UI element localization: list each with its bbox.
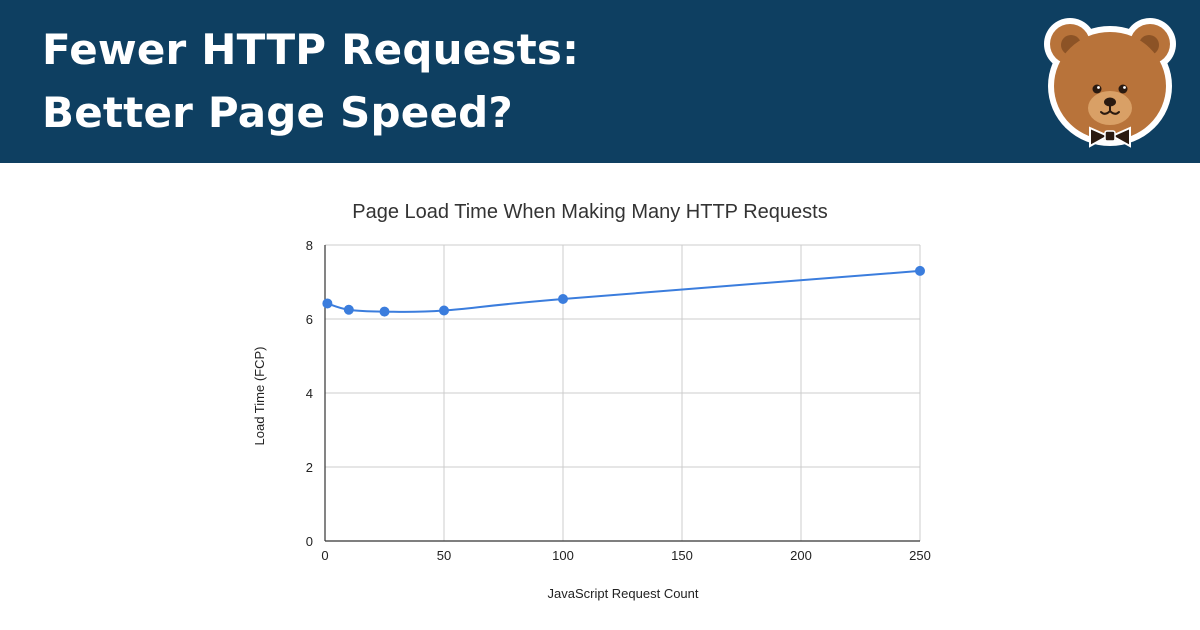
data-point bbox=[322, 298, 333, 309]
title-line-1: Fewer HTTP Requests: bbox=[42, 25, 580, 74]
y-tick-label: 4 bbox=[306, 386, 313, 401]
data-point bbox=[343, 304, 354, 315]
x-axis: 0 50 100 150 200 250 bbox=[321, 540, 931, 563]
y-tick-label: 0 bbox=[306, 534, 313, 549]
series-line bbox=[327, 269, 921, 313]
y-tick-label: 2 bbox=[306, 460, 313, 475]
x-tick-label: 150 bbox=[671, 548, 693, 563]
x-tick-label: 250 bbox=[909, 548, 931, 563]
x-tick-label: 100 bbox=[552, 548, 574, 563]
title-line-2: Better Page Speed? bbox=[42, 88, 513, 137]
y-axis-label: Load Time (FCP) bbox=[252, 347, 267, 446]
data-point bbox=[379, 306, 390, 317]
page-title: Fewer HTTP Requests: Better Page Speed? bbox=[42, 18, 579, 144]
line-chart: Page Load Time When Making Many HTTP Req… bbox=[252, 201, 931, 601]
x-axis-label: JavaScript Request Count bbox=[547, 586, 698, 601]
x-tick-label: 50 bbox=[437, 548, 451, 563]
data-point bbox=[558, 294, 568, 305]
data-point bbox=[915, 265, 925, 276]
gridlines bbox=[325, 244, 921, 541]
y-axis: 0 2 4 6 8 bbox=[306, 238, 326, 549]
x-tick-label: 0 bbox=[321, 548, 328, 563]
header-banner: Fewer HTTP Requests: Better Page Speed? bbox=[0, 0, 1200, 163]
series-group bbox=[322, 265, 925, 317]
data-point bbox=[439, 305, 449, 316]
y-tick-label: 8 bbox=[306, 238, 313, 253]
y-tick-label: 6 bbox=[306, 312, 313, 327]
chart-title: Page Load Time When Making Many HTTP Req… bbox=[352, 201, 827, 223]
bear-mascot-icon bbox=[1044, 18, 1176, 148]
x-tick-label: 200 bbox=[790, 548, 812, 563]
